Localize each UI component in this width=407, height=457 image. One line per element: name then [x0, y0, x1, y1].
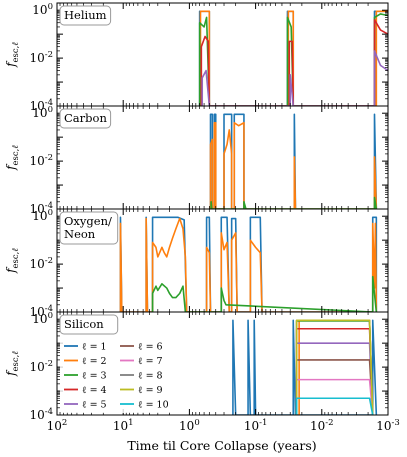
- legend-label: ℓ = 6: [138, 342, 163, 353]
- series-line-5: [201, 50, 388, 106]
- series-line-1: [232, 319, 378, 415]
- panel-4: 100 10-2 10-4 fesc,ℓ Silicon: [4, 311, 389, 422]
- y-tick-label: 10-2: [29, 50, 53, 65]
- panel-label: Oxygen/: [64, 214, 112, 228]
- y-tick-label: 10-2: [29, 256, 53, 271]
- series-line-4: [295, 327, 374, 415]
- x-tick-label: 10-3: [376, 418, 400, 433]
- series-line-3: [151, 275, 378, 312]
- panel-label-box: Silicon: [59, 314, 119, 335]
- panel-label: Silicon: [64, 317, 104, 331]
- y-axis-label: fesc,ℓ: [4, 351, 21, 377]
- x-tick-label: 101: [113, 418, 134, 433]
- x-tick-label: 102: [47, 418, 68, 433]
- legend-label: ℓ = 9: [138, 385, 163, 396]
- series-line-3: [295, 320, 374, 415]
- x-tick-label: 10-2: [310, 418, 334, 433]
- series-line-7: [295, 378, 374, 415]
- panel-1: 100 10-2 10-4 fesc,ℓ Helium: [4, 2, 389, 113]
- y-tick-label: 100: [32, 208, 53, 223]
- series-line-2: [119, 217, 378, 312]
- y-tick-label: 100: [32, 105, 53, 120]
- series-line-1: [209, 113, 378, 209]
- panel-label-box: Carbon: [59, 108, 112, 129]
- x-tick-labels: 102 101 100 10-1 10-2 10-3: [47, 418, 400, 433]
- series-line-3: [198, 13, 388, 106]
- legend-label: ℓ = 7: [138, 356, 163, 367]
- x-axis-label: Time til Core Collapse (years): [127, 438, 316, 453]
- series-line-2: [209, 121, 378, 209]
- panel-3: 100 10-2 10-4 fesc,ℓ Oxygen/Neon: [4, 208, 389, 319]
- y-axis-label: fesc,ℓ: [4, 248, 21, 274]
- legend-label: ℓ = 4: [82, 385, 107, 396]
- series-line-4: [200, 18, 388, 106]
- series-line-6: [295, 359, 374, 415]
- series-line-3: [210, 196, 378, 209]
- series-line-2: [199, 10, 388, 106]
- panel-label: Neon: [64, 227, 96, 241]
- y-tick-label: 100: [32, 2, 53, 17]
- y-tick-label: 10-4: [29, 98, 53, 113]
- series-line-9: [295, 319, 374, 415]
- series-line-10: [295, 397, 374, 415]
- legend-label: ℓ = 2: [82, 356, 107, 367]
- y-axis-label: fesc,ℓ: [4, 145, 21, 171]
- series-group: [209, 113, 378, 209]
- panel-label: Carbon: [64, 111, 107, 125]
- y-tick-label: 10-4: [29, 407, 53, 422]
- panel-label: Helium: [64, 8, 107, 22]
- panel-label-box: Oxygen/Neon: [59, 211, 119, 245]
- y-tick-label: 10-2: [29, 359, 53, 374]
- legend-label: ℓ = 3: [82, 371, 107, 382]
- legend-label: ℓ = 1: [82, 342, 107, 353]
- legend-frame: [60, 335, 172, 413]
- series-group: [232, 319, 378, 415]
- legend: ℓ = 1 ℓ = 2 ℓ = 3 ℓ = 4 ℓ = 5 ℓ = 6 ℓ = 7 ℓ = 8…: [60, 335, 172, 413]
- legend-label: ℓ = 8: [138, 371, 163, 382]
- panel-label-frame: [59, 5, 112, 26]
- panel-label-frame: [59, 108, 112, 129]
- panel-label-box: Helium: [59, 5, 112, 26]
- y-axis-label: fesc,ℓ: [4, 42, 21, 68]
- series-line-1: [119, 216, 378, 312]
- x-tick-label: 10-1: [244, 418, 268, 433]
- panel-frame: [56, 311, 389, 416]
- x-tick-label: 100: [179, 418, 200, 433]
- panel-label-frame: [59, 211, 119, 245]
- series-line-8: [295, 319, 374, 415]
- panel-label-frame: [59, 314, 119, 335]
- y-tick-label: 10-2: [29, 153, 53, 168]
- legend-label: ℓ = 5: [82, 400, 107, 411]
- panel-2: 100 10-2 10-4 fesc,ℓ Carbon: [4, 105, 389, 216]
- series-group: [198, 10, 388, 106]
- y-tick-label: 10-4: [29, 201, 53, 216]
- series-line-2: [298, 319, 374, 415]
- series-group: [119, 216, 378, 312]
- legend-label: ℓ = 10: [138, 400, 169, 411]
- y-tick-label: 100: [32, 311, 53, 326]
- y-tick-label: 10-4: [29, 304, 53, 319]
